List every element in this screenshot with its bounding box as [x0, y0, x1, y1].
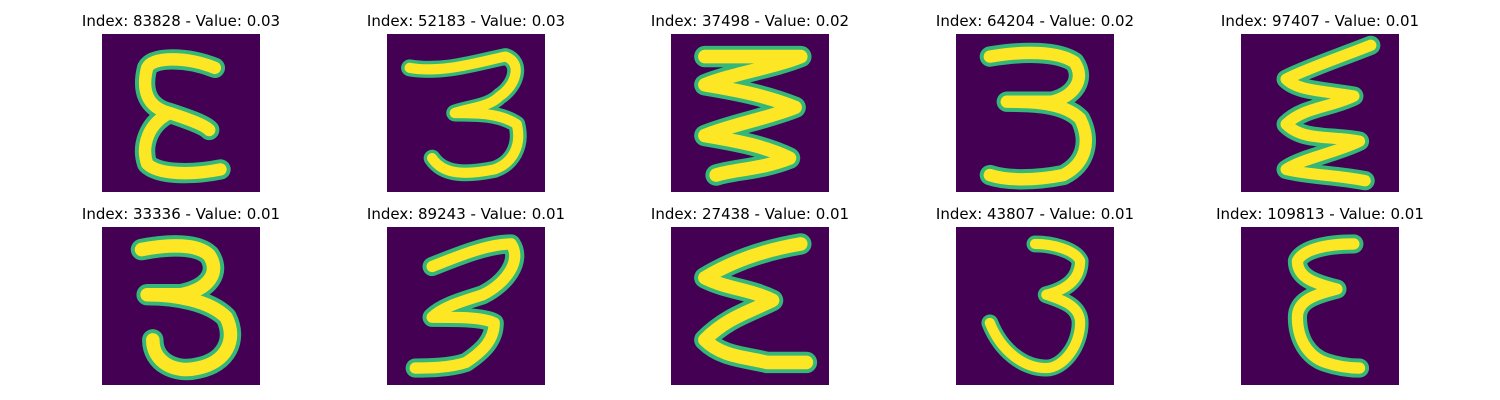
digit-glyph	[401, 48, 527, 182]
digit-image	[671, 227, 829, 385]
digit-image	[671, 34, 829, 192]
tile-title: Index: 43807 - Value: 0.01	[935, 205, 1135, 223]
digit-glyph	[405, 234, 525, 378]
tile-title: Index: 64204 - Value: 0.02	[935, 12, 1135, 30]
digit-glyph	[694, 45, 812, 186]
digit-glyph	[134, 49, 231, 184]
tile-title: Index: 109813 - Value: 0.01	[1216, 205, 1424, 223]
digit-image	[387, 34, 545, 192]
digit-glyph	[981, 235, 1089, 377]
digit-image	[956, 34, 1114, 192]
digit-image	[1241, 34, 1399, 192]
tile-title: Index: 52183 - Value: 0.03	[366, 12, 566, 30]
tile-title: Index: 37498 - Value: 0.02	[650, 12, 850, 30]
digit-image	[102, 227, 260, 385]
digit-image	[387, 227, 545, 385]
tile-title: Index: 97407 - Value: 0.01	[1220, 12, 1420, 30]
tile-title: Index: 27438 - Value: 0.01	[650, 205, 850, 223]
digit-image	[1241, 227, 1399, 385]
digit-image	[102, 34, 260, 192]
digit-glyph	[979, 42, 1096, 190]
digit-glyph	[694, 233, 818, 374]
digit-glyph	[130, 235, 242, 381]
digit-glyph	[1276, 35, 1381, 191]
tile-title: Index: 83828 - Value: 0.03	[81, 12, 281, 30]
digit-image	[956, 227, 1114, 385]
tile-title: Index: 33336 - Value: 0.01	[81, 205, 281, 223]
digit-glyph	[1287, 234, 1370, 378]
tile-title: Index: 89243 - Value: 0.01	[366, 205, 566, 223]
